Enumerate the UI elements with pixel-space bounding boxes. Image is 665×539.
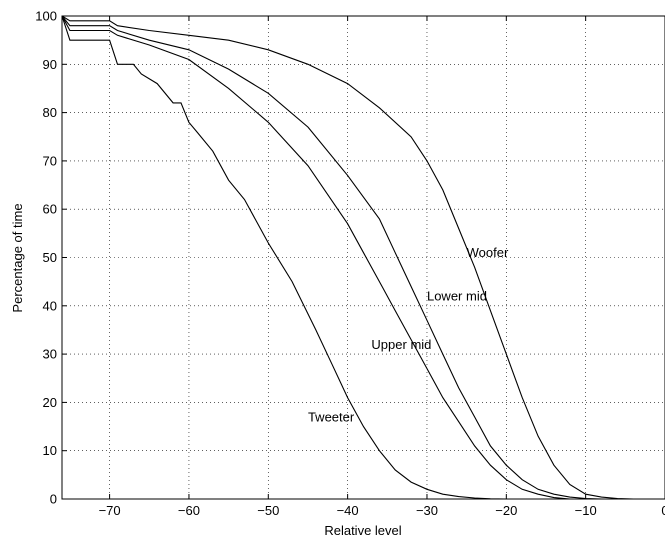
x-tick-label: −10 <box>575 503 597 518</box>
y-tick-label: 60 <box>43 202 57 217</box>
x-tick-label: −20 <box>495 503 517 518</box>
x-tick-label: −30 <box>416 503 438 518</box>
x-tick-label: −60 <box>178 503 200 518</box>
series-lines <box>61 15 665 500</box>
series-labels: Woofer Lower mid Upper mid Tweeter <box>308 245 509 424</box>
x-axis-ticks: −70 −60 −50 −40 −30 −20 −10 0 <box>99 16 665 518</box>
grid <box>62 16 665 499</box>
y-tick-label: 20 <box>43 395 57 410</box>
series-label-lower-mid: Lower mid <box>427 289 487 304</box>
series-line-tweeter <box>61 15 665 500</box>
y-tick-label: 50 <box>43 250 57 265</box>
series-label-woofer: Woofer <box>467 245 509 260</box>
y-tick-label: 70 <box>43 153 57 168</box>
y-tick-label: 10 <box>43 443 57 458</box>
x-tick-label: −70 <box>99 503 121 518</box>
y-tick-label: 0 <box>50 492 57 507</box>
y-axis-label: Percentage of time <box>10 203 25 312</box>
y-axis-ticks: 0 10 20 30 40 50 60 70 80 90 100 <box>35 9 67 507</box>
series-label-upper-mid: Upper mid <box>371 337 431 352</box>
y-tick-label: 80 <box>43 105 57 120</box>
series-line-upper-mid <box>61 15 665 500</box>
y-tick-label: 40 <box>43 298 57 313</box>
y-tick-label: 30 <box>43 347 57 362</box>
x-tick-label: −40 <box>337 503 359 518</box>
series-line-lower-mid <box>61 15 665 500</box>
x-tick-label: −50 <box>257 503 279 518</box>
x-axis-label: Relative level <box>324 523 401 538</box>
series-label-tweeter: Tweeter <box>308 409 355 424</box>
series-line-woofer <box>61 15 665 500</box>
x-tick-label: 0 <box>661 503 665 518</box>
y-tick-label: 100 <box>35 9 57 24</box>
y-tick-label: 90 <box>43 57 57 72</box>
